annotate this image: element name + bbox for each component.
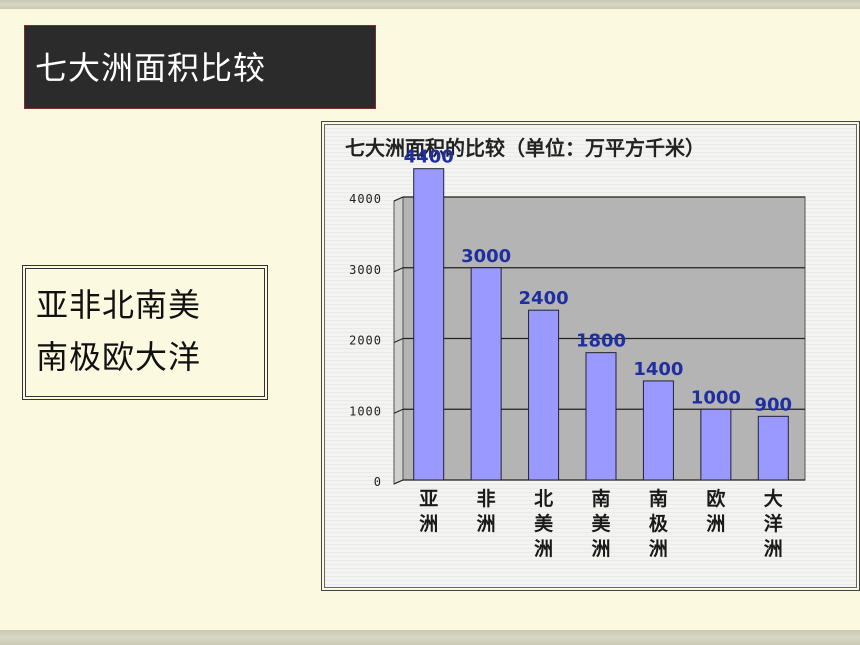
x-tick-label: 洲	[764, 538, 783, 560]
gridline-side	[393, 267, 404, 273]
mnemonic-line-1: 亚非北南美	[36, 286, 202, 324]
x-tick-label: 美	[534, 512, 554, 535]
x-tick-label: 洲	[477, 513, 496, 535]
bar-value-label: 1400	[633, 359, 683, 380]
chart-title: 七大洲面积的比较（单位：万平方千米）	[345, 136, 705, 160]
y-tick-label: 2000	[349, 334, 382, 348]
x-tick-label: 洋	[764, 512, 783, 535]
y-tick-label: 1000	[349, 404, 382, 418]
chart-frame: 七大洲面积的比较（单位：万平方千米） 0 1000 2000 3000 4000 4400 亚…	[321, 121, 860, 591]
x-tick-label: 洲	[706, 513, 725, 535]
x-tick-label: 洲	[534, 538, 553, 560]
bar-value-label: 900	[754, 394, 792, 415]
x-tick-label: 南	[591, 488, 610, 510]
bar-value-label: 2400	[519, 288, 569, 309]
bar	[757, 415, 789, 481]
gridline-side	[393, 338, 404, 343]
bar	[413, 168, 445, 481]
y-tick-label: 0	[374, 475, 382, 489]
gridline-side	[393, 408, 404, 414]
x-tick-label: 北	[534, 488, 553, 510]
mnemonic-line-2: 南极欧大洋	[36, 338, 202, 376]
bottom-decor-band	[0, 630, 860, 645]
mnemonic-inner-frame: 亚非北南美 南极欧大洋	[25, 268, 265, 397]
bar	[585, 352, 617, 481]
bar	[528, 309, 560, 481]
y-tick-label: 3000	[349, 263, 382, 277]
bar-value-label: 3000	[461, 246, 511, 267]
bar-value-label: 1800	[576, 331, 626, 352]
x-tick-label: 洲	[649, 538, 668, 560]
x-tick-label: 洲	[419, 513, 438, 535]
x-tick-label: 南	[649, 488, 668, 510]
bar-value-label: 4400	[404, 147, 454, 168]
x-tick-label: 非	[477, 488, 496, 510]
x-tick-label: 洲	[591, 538, 610, 560]
bar	[470, 267, 502, 481]
x-tick-label: 亚	[419, 488, 438, 510]
chart-panel: 七大洲面积的比较（单位：万平方千米） 0 1000 2000 3000 4000 4400 亚…	[324, 124, 857, 588]
mnemonic-box: 亚非北南美 南极欧大洋	[22, 265, 268, 400]
x-tick-label: 大	[764, 487, 783, 510]
bar-chart: 七大洲面积的比较（单位：万平方千米） 0 1000 2000 3000 4000 4400 亚…	[345, 136, 806, 560]
x-tick-label: 美	[591, 512, 611, 535]
gridline-side	[393, 479, 404, 485]
top-decor-band	[0, 0, 860, 9]
bar	[700, 408, 732, 481]
bar	[642, 380, 674, 481]
bar-value-label: 1000	[691, 387, 741, 408]
x-tick-label: 欧	[706, 487, 725, 510]
slide-title: 七大洲面积比较	[24, 25, 376, 109]
gridline-side	[393, 196, 404, 202]
x-tick-label: 极	[649, 512, 669, 535]
y-tick-label: 4000	[349, 192, 382, 206]
